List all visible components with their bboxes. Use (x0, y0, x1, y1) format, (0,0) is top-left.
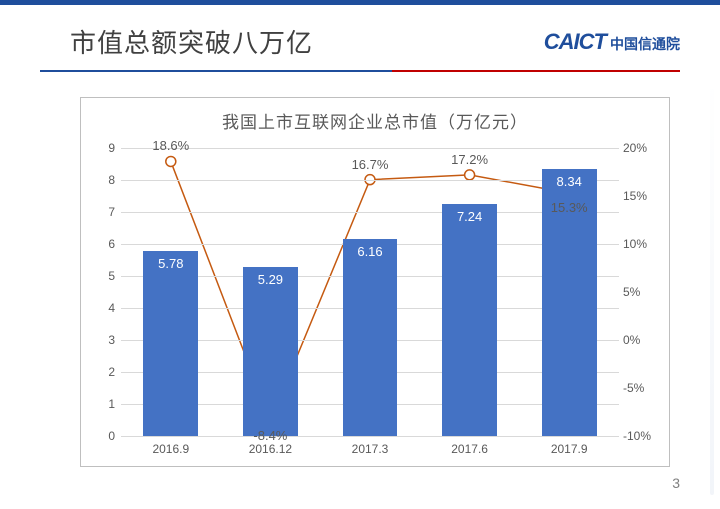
line-value-label: -8.4% (253, 428, 287, 443)
bar (243, 267, 298, 436)
brand-cn: 中国信通院 (610, 34, 680, 54)
y-right-tick: -5% (623, 381, 661, 395)
y-left-tick: 8 (93, 173, 115, 187)
bar-value-label: 7.24 (457, 209, 482, 224)
header-rule (40, 70, 680, 72)
x-tick-label: 2017.3 (352, 442, 389, 456)
grid-line (121, 436, 619, 437)
y-left-tick: 6 (93, 237, 115, 251)
plot-area: 0123456789-10%-5%0%5%10%15%20%5.782016.9… (121, 148, 619, 436)
line-value-label: 17.2% (451, 152, 488, 167)
brand-logo: CAICT (544, 29, 606, 55)
line-marker (465, 170, 475, 180)
page-title: 市值总额突破八万亿 (70, 23, 313, 60)
x-tick-label: 2016.12 (249, 442, 292, 456)
y-left-tick: 1 (93, 397, 115, 411)
slide: 市值总额突破八万亿 CAICT 中国信通院 我国上市互联网企业总市值（万亿元） … (0, 0, 720, 509)
y-right-tick: 5% (623, 285, 661, 299)
x-tick-label: 2017.6 (451, 442, 488, 456)
line-value-label: 16.7% (352, 157, 389, 172)
y-left-tick: 4 (93, 301, 115, 315)
y-right-tick: 15% (623, 189, 661, 203)
line-value-label: 15.3% (551, 200, 588, 215)
line-marker (166, 156, 176, 166)
bar (442, 204, 497, 436)
x-tick-label: 2016.9 (152, 442, 189, 456)
bar-value-label: 6.16 (357, 244, 382, 259)
y-left-tick: 5 (93, 269, 115, 283)
y-left-tick: 9 (93, 141, 115, 155)
y-right-tick: 0% (623, 333, 661, 347)
y-left-tick: 0 (93, 429, 115, 443)
side-accent (710, 75, 714, 495)
header: 市值总额突破八万亿 CAICT 中国信通院 (0, 5, 720, 70)
grid-line (121, 148, 619, 149)
y-right-tick: 10% (623, 237, 661, 251)
bar-value-label: 8.34 (557, 174, 582, 189)
y-right-tick: -10% (623, 429, 661, 443)
y-right-tick: 20% (623, 141, 661, 155)
brand: CAICT 中国信通院 (544, 29, 680, 55)
bar (343, 239, 398, 436)
y-left-tick: 7 (93, 205, 115, 219)
y-left-tick: 3 (93, 333, 115, 347)
bar (143, 251, 198, 436)
chart-container: 我国上市互联网企业总市值（万亿元） 0123456789-10%-5%0%5%1… (80, 97, 670, 467)
bar-value-label: 5.29 (258, 272, 283, 287)
page-number: 3 (672, 475, 680, 491)
bar-value-label: 5.78 (158, 256, 183, 271)
chart-title: 我国上市互联网企业总市值（万亿元） (81, 98, 669, 139)
x-tick-label: 2017.9 (551, 442, 588, 456)
y-left-tick: 2 (93, 365, 115, 379)
line-value-label: 18.6% (152, 138, 189, 153)
